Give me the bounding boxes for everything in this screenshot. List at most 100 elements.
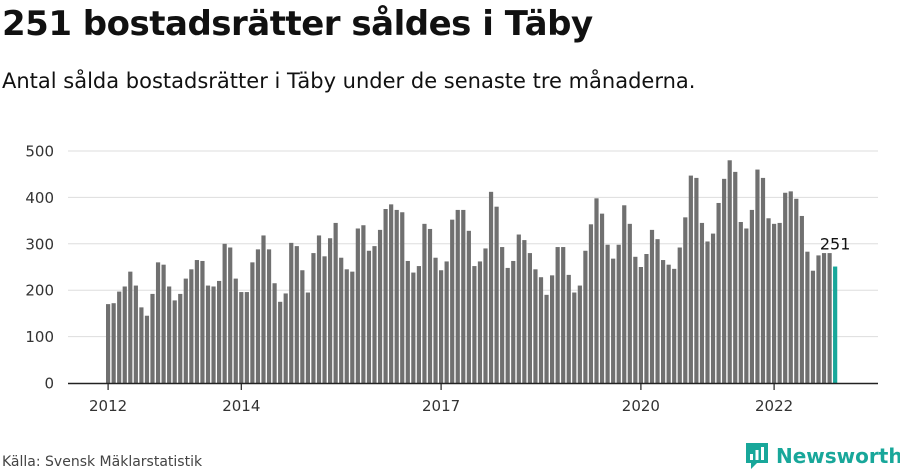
bar: [638, 267, 643, 383]
bar: [827, 253, 832, 383]
bar: [755, 169, 760, 383]
bar: [222, 243, 227, 383]
bar: [172, 300, 177, 383]
bar: [161, 264, 166, 383]
bar: [783, 192, 788, 383]
bar: [655, 239, 660, 383]
bar: [461, 209, 466, 383]
bar: [272, 283, 277, 383]
bar: [278, 301, 283, 383]
bar: [561, 247, 566, 383]
bar: [810, 270, 816, 383]
bar: [505, 267, 510, 383]
bar: [516, 234, 521, 383]
bar: [183, 278, 188, 383]
bar: [372, 246, 377, 383]
bar: [722, 178, 727, 383]
bar: [328, 238, 333, 383]
bar: [111, 303, 116, 383]
bar: [200, 260, 205, 383]
bar: [433, 257, 438, 383]
bar: [555, 247, 560, 383]
bar: [439, 270, 444, 383]
bar: [799, 215, 804, 383]
bar: [527, 253, 532, 383]
bar: [106, 304, 111, 383]
bar: [749, 209, 754, 383]
bar: [122, 286, 127, 383]
bar: [777, 222, 782, 383]
bar: [350, 271, 355, 383]
bar: [217, 280, 222, 383]
brand-name: Newsworthy: [776, 444, 900, 468]
y-tick-label: 100: [25, 328, 54, 346]
bar: [344, 269, 349, 383]
bar: [616, 244, 621, 383]
y-tick-label: 500: [25, 143, 54, 161]
bar: [716, 202, 721, 383]
y-tick-label: 200: [25, 282, 54, 300]
bar: [389, 204, 394, 383]
bar: [622, 205, 627, 383]
x-tick-label: 2022: [755, 397, 793, 415]
bar: [150, 293, 155, 383]
bar: [633, 256, 638, 383]
bar: [228, 247, 233, 383]
bar: [405, 260, 410, 383]
bar: [211, 286, 216, 383]
bar: [450, 219, 455, 383]
bar: [205, 285, 211, 383]
source-note: Källa: Svensk Mäklarstatistik: [2, 454, 203, 470]
bar: [189, 269, 194, 383]
bar: [649, 229, 655, 383]
y-tick-label: 300: [25, 235, 54, 253]
bar: [266, 249, 272, 383]
bar: [394, 209, 399, 383]
bar: [289, 242, 294, 383]
bar: [239, 292, 244, 383]
bar: [538, 277, 544, 383]
x-tick-label: 2017: [422, 397, 460, 415]
bar: [455, 209, 460, 383]
bar: [744, 228, 749, 383]
bar: [383, 209, 388, 383]
bar: [133, 285, 138, 383]
bar: [605, 244, 610, 383]
bar: [139, 307, 144, 383]
bar: [483, 248, 488, 383]
bar: [738, 221, 743, 383]
bar-highlight: [833, 266, 838, 383]
bar: [250, 262, 255, 383]
bar: [422, 223, 427, 383]
bar: [117, 291, 122, 383]
bar: [366, 250, 372, 383]
bar: [760, 177, 766, 383]
y-tick-label: 400: [25, 189, 54, 207]
bar: [261, 235, 266, 383]
y-tick-label: 0: [44, 375, 54, 393]
bar: [355, 228, 360, 383]
bar: [494, 206, 499, 383]
x-tick-label: 2020: [622, 397, 660, 415]
bar: [627, 223, 632, 383]
newsworthy-logo-icon: [746, 443, 768, 469]
bar: [466, 230, 471, 383]
bar: [311, 253, 316, 383]
bar: [794, 198, 799, 383]
bar: [522, 240, 527, 383]
x-tick-label: 2014: [222, 397, 260, 415]
bar: [377, 229, 383, 383]
brand-logo: Newsworthy: [744, 441, 900, 471]
bar: [244, 292, 249, 383]
bar: [694, 177, 699, 383]
bar: [599, 213, 605, 383]
bar: [416, 266, 421, 383]
bar: [594, 198, 599, 383]
bar: [566, 274, 571, 383]
bar: [316, 235, 322, 383]
bar: [821, 253, 827, 383]
bar: [733, 171, 738, 383]
bar: [400, 212, 405, 383]
bar: [661, 260, 666, 383]
